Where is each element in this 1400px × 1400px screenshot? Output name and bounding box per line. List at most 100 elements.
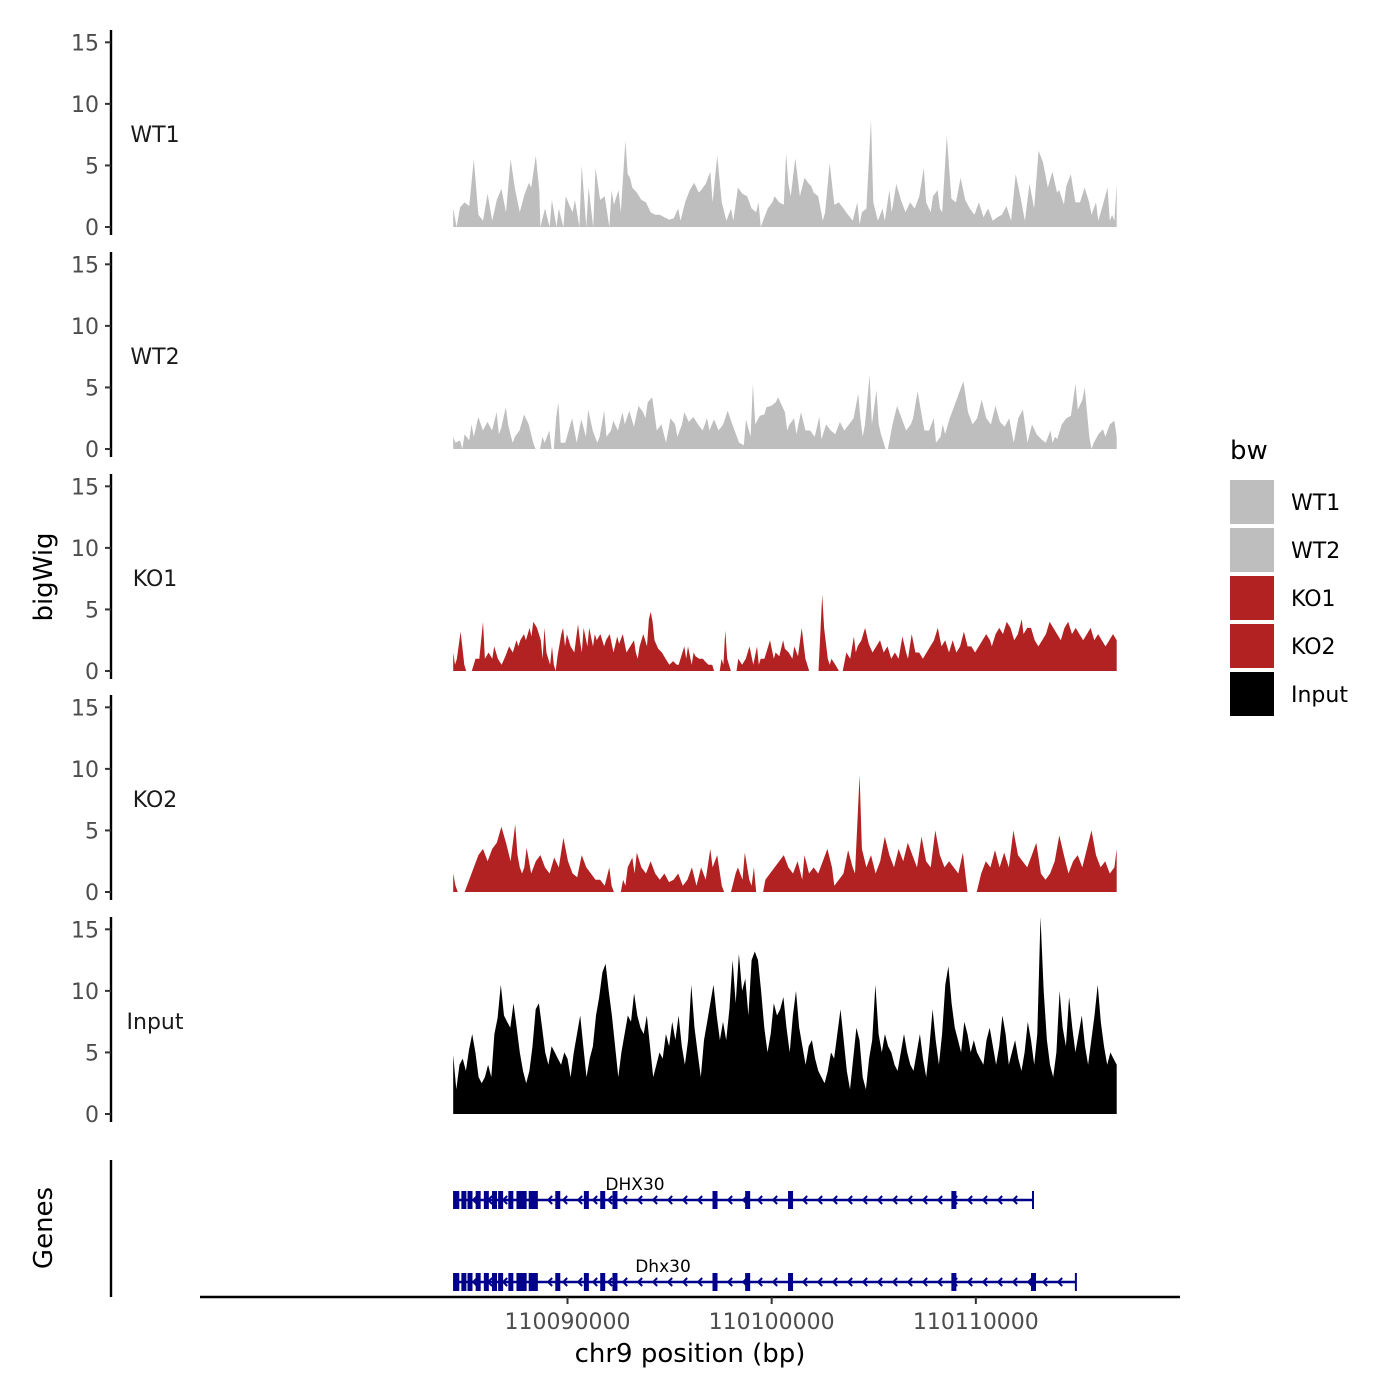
exon [788,1273,793,1291]
gene-track: DHX30 Dhx30 [111,1160,1076,1297]
legend-key [1230,672,1274,716]
exon [468,1273,473,1291]
legend-item-wt1: WT1 [1230,480,1340,524]
exon [555,1273,560,1291]
y-tick-label: 15 [71,475,99,500]
track-label: KO1 [133,567,178,592]
exon [492,1191,497,1209]
y-tick-label: 0 [85,216,99,241]
exon [713,1273,718,1291]
legend-label: WT2 [1291,539,1340,564]
legend-label: KO2 [1291,635,1336,660]
legend-item-wt2: WT2 [1230,528,1340,572]
exon [555,1191,560,1209]
exon [468,1191,473,1209]
y-tick-label: 10 [71,758,99,783]
exon [584,1273,589,1291]
exon [461,1273,466,1291]
track-label: Input [127,1010,184,1035]
exon [508,1273,513,1291]
exon [476,1273,481,1291]
x-tick-label: 110100000 [709,1310,835,1335]
legend-label: KO1 [1291,587,1336,612]
x-tick-label: 110110000 [913,1310,1039,1335]
y-tick-label: 5 [85,819,99,844]
gene-label: Dhx30 [635,1257,691,1277]
transcript-Dhx30: Dhx30 [453,1257,1076,1291]
signal-area-ko1 [453,595,1116,671]
track-wt2: 0 5 10 15 WT2 [71,252,1117,463]
exon [745,1191,750,1209]
exon [498,1191,503,1209]
exon [484,1273,489,1291]
x-tick-label: 110090000 [505,1310,631,1335]
signal-tracks: 0 5 10 15 WT1 0 5 10 15 WT2 0 5 10 15 KO1 0 5 10 15 KO2 0 5 10… [71,30,1117,1128]
legend-key [1230,480,1274,524]
signal-area-wt1 [453,120,1116,227]
legend-title: bw [1230,436,1268,466]
y-tick-label: 10 [71,93,99,118]
signal-area-wt2 [453,375,1116,449]
exon [745,1273,750,1291]
x-axis-title: chr9 position (bp) [575,1339,806,1369]
exon [508,1191,513,1209]
exon [484,1191,489,1209]
legend-key [1230,624,1274,668]
exon [584,1191,589,1209]
exon [713,1191,718,1209]
track-label: KO2 [133,788,178,813]
y-tick-label: 5 [85,376,99,401]
y-tick-label: 5 [85,154,99,179]
genes-axis-title: Genes [29,1187,59,1269]
exon [461,1191,466,1209]
signal-area-ko2 [453,775,1116,892]
y-tick-label: 15 [71,31,99,56]
y-tick-label: 10 [71,315,99,340]
exon [788,1191,793,1209]
exon [600,1273,605,1291]
exon-block [529,1273,535,1291]
exon-block [453,1273,459,1291]
exon [951,1191,956,1209]
exon [612,1273,617,1291]
y-tick-label: 15 [71,696,99,721]
y-tick-label: 10 [71,980,99,1005]
exon [498,1273,503,1291]
legend-label: WT1 [1291,491,1340,516]
signal-area-input [453,917,1116,1114]
exon [1031,1273,1036,1291]
legend-item-input: Input [1230,672,1348,716]
track-wt1: 0 5 10 15 WT1 [71,30,1117,241]
exon [476,1191,481,1209]
y-tick-label: 15 [71,918,99,943]
track-input: 0 5 10 15 Input [71,917,1117,1128]
gene-label: DHX30 [605,1175,664,1195]
exon-block [453,1191,459,1209]
y-tick-label: 0 [85,1103,99,1128]
y-tick-label: 5 [85,1041,99,1066]
y-tick-label: 0 [85,881,99,906]
genome-track-figure: 0 5 10 15 WT1 0 5 10 15 WT2 0 5 10 15 KO1 0 5 10 15 KO2 0 5 10… [0,0,1400,1400]
y-tick-label: 15 [71,253,99,278]
y-tick-label: 5 [85,598,99,623]
legend-item-ko2: KO2 [1230,624,1336,668]
track-ko2: 0 5 10 15 KO2 [71,695,1117,906]
legend-label: Input [1291,683,1348,708]
exon-block [516,1191,526,1209]
exon-block [529,1191,535,1209]
legend-key [1230,528,1274,572]
legend: bw WT1 WT2 KO1 KO2 Input [1230,436,1348,716]
legend-item-ko1: KO1 [1230,576,1336,620]
x-axis: 110090000 110100000 110110000 [200,1297,1180,1335]
transcript-DHX30: DHX30 [453,1175,1033,1209]
track-label: WT1 [130,123,179,148]
y-axis-title: bigWig [29,532,59,621]
track-label: WT2 [130,345,179,370]
exon-block [516,1273,526,1291]
y-tick-label: 0 [85,438,99,463]
y-tick-label: 10 [71,537,99,562]
legend-key [1230,576,1274,620]
track-ko1: 0 5 10 15 KO1 [71,474,1117,685]
y-tick-label: 0 [85,660,99,685]
exon [492,1273,497,1291]
